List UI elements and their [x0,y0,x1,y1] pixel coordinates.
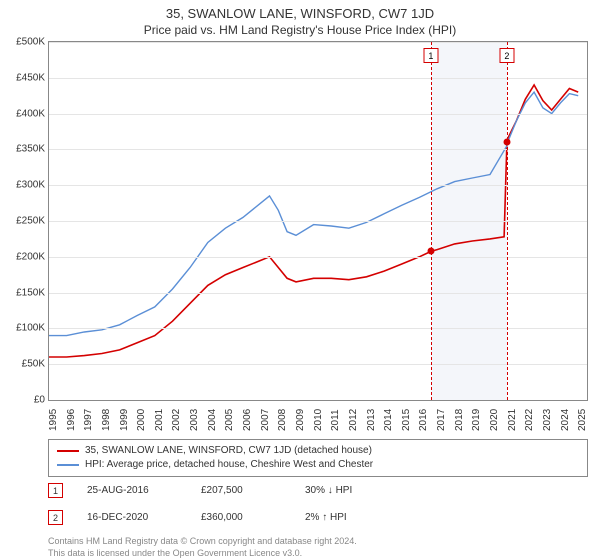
x-tick-label: 1996 [66,409,77,431]
legend-item: 35, SWANLOW LANE, WINSFORD, CW7 1JD (det… [57,444,579,458]
chart-container: 35, SWANLOW LANE, WINSFORD, CW7 1JD Pric… [0,0,600,560]
x-tick-label: 2011 [330,409,341,431]
legend: 35, SWANLOW LANE, WINSFORD, CW7 1JD (det… [48,439,588,477]
legend-swatch [57,464,79,466]
x-tick-label: 2022 [524,409,535,431]
legend-item: HPI: Average price, detached house, Ches… [57,458,579,472]
y-tick-label: £350K [16,144,45,155]
sale-row: 2 16-DEC-2020 £360,000 2% ↑ HPI [48,504,588,531]
footer-attribution: Contains HM Land Registry data © Crown c… [48,531,588,559]
sale-vline [507,42,508,400]
x-tick-label: 2015 [401,409,412,431]
sale-badge: 2 [499,48,514,63]
legend-label: HPI: Average price, detached house, Ches… [85,458,373,472]
x-tick-label: 2020 [489,409,500,431]
x-tick-label: 1999 [119,409,130,431]
y-tick-label: £500K [16,37,45,48]
sale-diff: 2% ↑ HPI [305,512,347,523]
x-tick-label: 2001 [154,409,165,431]
x-tick-label: 2010 [313,409,324,431]
sale-price: £360,000 [201,512,281,523]
y-tick-label: £150K [16,287,45,298]
x-tick-label: 2006 [242,409,253,431]
x-tick-label: 2014 [383,409,394,431]
sale-date: 25-AUG-2016 [87,485,177,496]
x-tick-label: 2016 [418,409,429,431]
x-tick-label: 2023 [542,409,553,431]
x-tick-label: 2000 [136,409,147,431]
y-tick-label: £100K [16,323,45,334]
sale-marker-badge: 1 [48,483,63,498]
legend-swatch [57,450,79,452]
x-tick-label: 2005 [224,409,235,431]
x-tick-label: 2024 [560,409,571,431]
chart-subtitle: Price paid vs. HM Land Registry's House … [0,21,600,41]
sale-vline [431,42,432,400]
y-tick-label: £450K [16,72,45,83]
x-tick-label: 2012 [348,409,359,431]
x-tick-label: 1998 [101,409,112,431]
sales-table: 1 25-AUG-2016 £207,500 30% ↓ HPI 2 16-DE… [48,477,588,531]
footer-line: This data is licensed under the Open Gov… [48,547,588,559]
sale-marker-badge: 2 [48,510,63,525]
x-tick-label: 2009 [295,409,306,431]
y-tick-label: £200K [16,251,45,262]
x-tick-label: 2002 [171,409,182,431]
x-tick-label: 2007 [260,409,271,431]
y-tick-label: £250K [16,216,45,227]
x-tick-label: 1995 [48,409,59,431]
sale-badge: 1 [423,48,438,63]
sale-date: 16-DEC-2020 [87,512,177,523]
y-tick-label: £0 [34,395,45,406]
y-tick-label: £300K [16,180,45,191]
legend-label: 35, SWANLOW LANE, WINSFORD, CW7 1JD (det… [85,444,372,458]
chart-title: 35, SWANLOW LANE, WINSFORD, CW7 1JD [0,0,600,21]
x-tick-label: 2013 [366,409,377,431]
x-axis-labels: 1995 1996 1997 1998 1999 2000 2001 2002 2003 2004… [48,401,588,439]
sale-row: 1 25-AUG-2016 £207,500 30% ↓ HPI [48,477,588,504]
series-hpi [49,92,578,336]
sale-point [503,139,510,146]
sale-diff: 30% ↓ HPI [305,485,352,496]
x-tick-label: 1997 [83,409,94,431]
x-tick-label: 2025 [577,409,588,431]
x-tick-label: 2003 [189,409,200,431]
plot-area: £0£50K£100K£150K£200K£250K£300K£350K£400… [48,41,588,401]
y-tick-label: £50K [22,359,45,370]
footer-line: Contains HM Land Registry data © Crown c… [48,535,588,547]
x-tick-label: 2004 [207,409,218,431]
x-tick-label: 2019 [471,409,482,431]
x-tick-label: 2008 [277,409,288,431]
x-tick-label: 2017 [436,409,447,431]
y-tick-label: £400K [16,108,45,119]
sale-price: £207,500 [201,485,281,496]
x-tick-label: 2018 [454,409,465,431]
x-tick-label: 2021 [507,409,518,431]
sale-point [427,248,434,255]
